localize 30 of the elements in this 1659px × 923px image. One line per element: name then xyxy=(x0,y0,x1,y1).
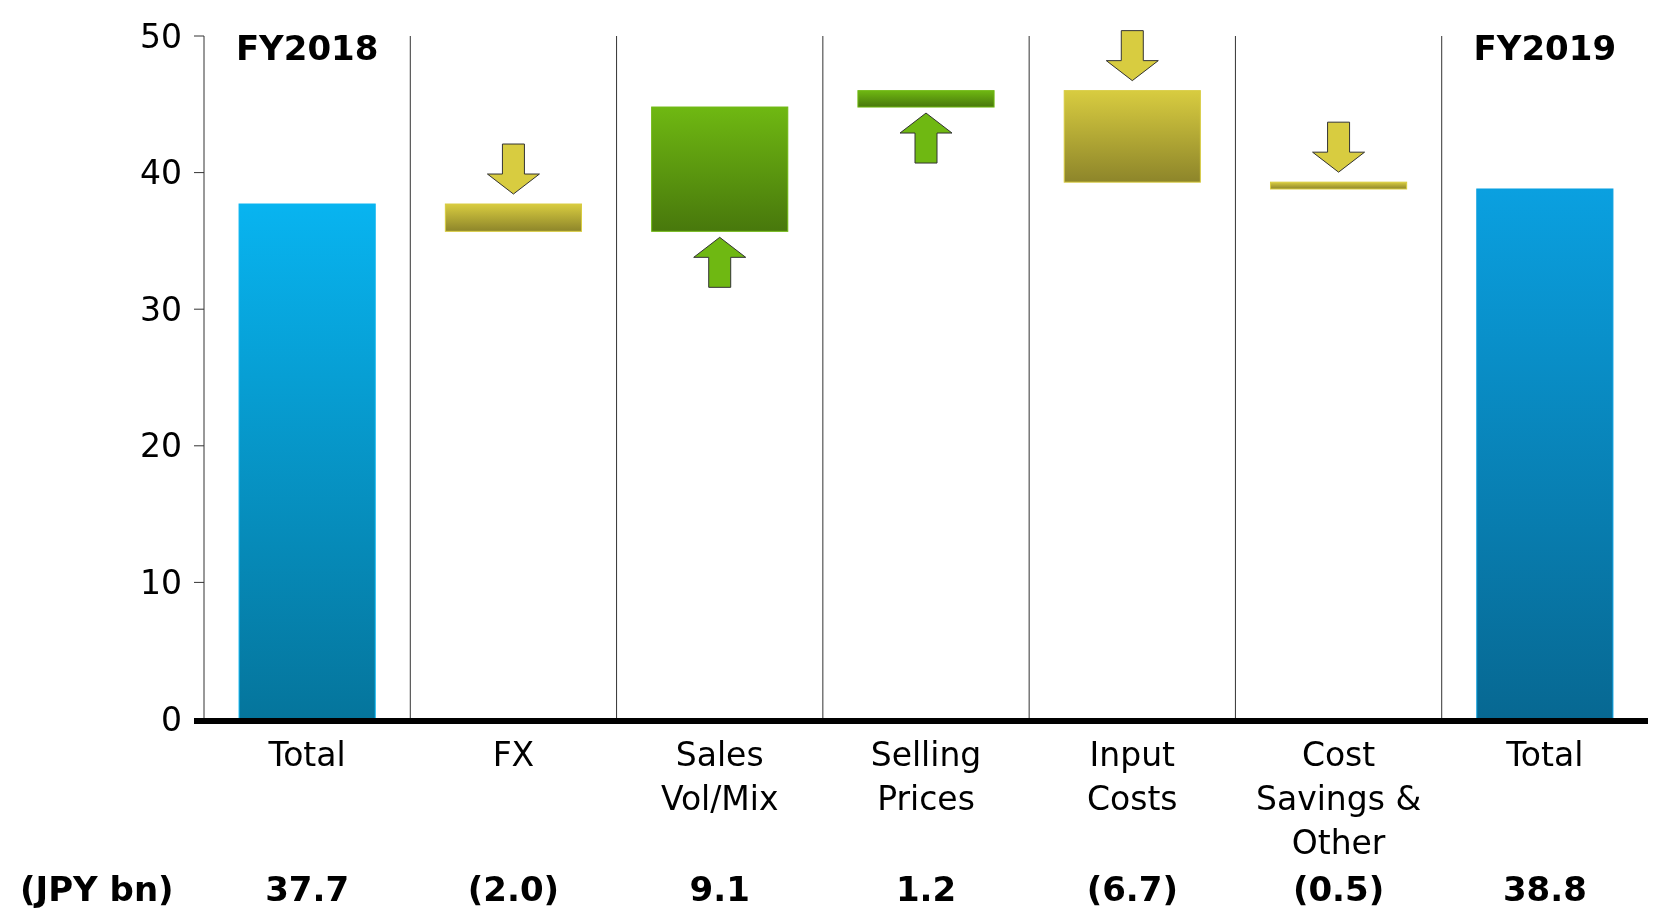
bar xyxy=(1063,90,1201,183)
annotation: FY2019 xyxy=(1473,28,1617,68)
text: (JPY bn) xyxy=(20,869,174,909)
bar xyxy=(1270,181,1408,190)
x-tick-label: Cost Savings & Other xyxy=(1255,735,1422,862)
annotation: FY2018 xyxy=(235,28,379,68)
x-tick-label: FX xyxy=(492,735,535,774)
x-tick-label: Selling Prices xyxy=(870,735,982,818)
y-tick-label: 10 xyxy=(140,562,182,602)
data-label: 1.2 xyxy=(895,869,957,909)
y-tick-label: 20 xyxy=(140,426,182,466)
data-label: 37.7 xyxy=(265,869,350,909)
bar xyxy=(651,106,789,232)
data-label: (2.0) xyxy=(467,869,560,909)
data-label: 38.8 xyxy=(1502,869,1587,909)
bar xyxy=(238,203,376,720)
y-tick-label: 50 xyxy=(140,16,182,56)
y-tick-label: 40 xyxy=(140,153,182,193)
x-tick-label: Total xyxy=(1505,735,1584,774)
data-label: (6.7) xyxy=(1086,869,1178,909)
data-label: (0.5) xyxy=(1292,869,1385,909)
bar xyxy=(1476,188,1614,720)
y-tick-label: 0 xyxy=(161,699,182,739)
bar xyxy=(857,90,995,108)
x-tick-label: Input Costs xyxy=(1087,735,1178,818)
bar xyxy=(444,203,582,232)
data-label: 9.1 xyxy=(689,869,750,909)
x-tick-label: Total xyxy=(267,735,346,774)
x-tick-label: Sales Vol/Mix xyxy=(660,735,779,818)
y-tick-label: 30 xyxy=(140,289,182,329)
